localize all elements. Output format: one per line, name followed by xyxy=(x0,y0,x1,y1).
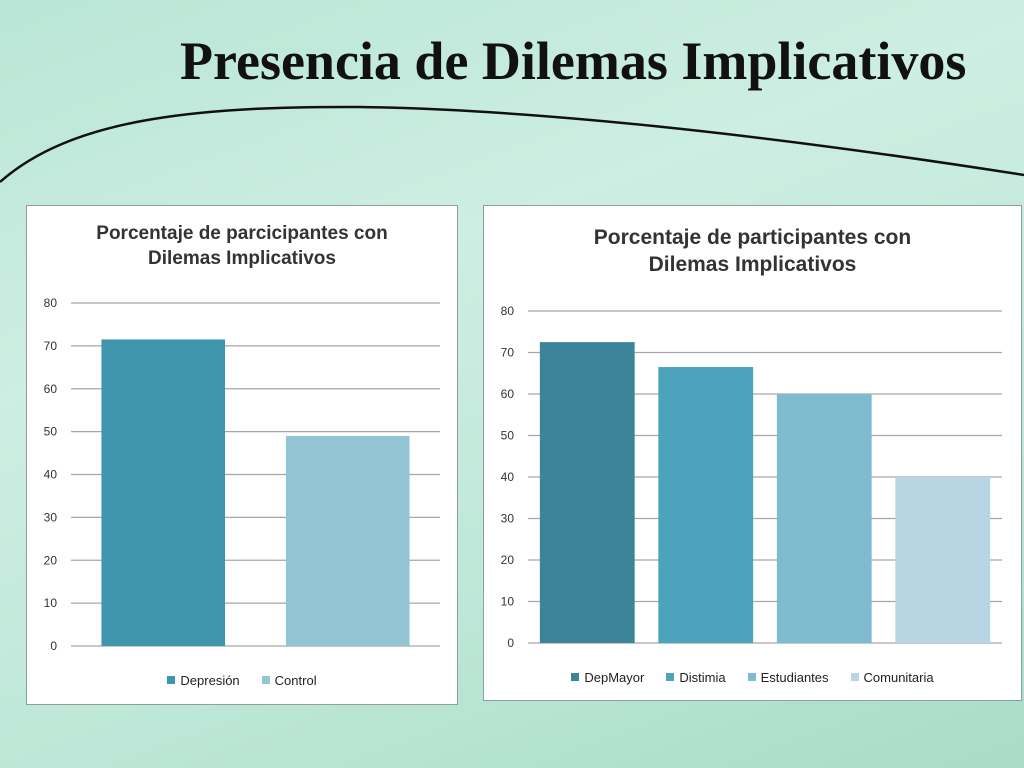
y-tick-label: 30 xyxy=(501,512,515,526)
chart-title-line-1: Porcentaje de participantes con xyxy=(593,226,912,249)
y-tick-label: 40 xyxy=(44,468,58,482)
y-tick-label: 0 xyxy=(507,636,514,650)
legend-swatch xyxy=(850,673,859,681)
y-tick-label: 40 xyxy=(501,470,515,484)
legend-item: DepMayor xyxy=(571,670,644,685)
bar-control xyxy=(285,435,410,646)
bar-chart-1: 0 10 20 30 40 50 60 70 80 xyxy=(44,296,440,653)
legend-item: Distimia xyxy=(666,670,726,685)
chart-title-line-1: Porcentaje de parcicipantes con xyxy=(96,223,388,244)
legend-label: Estudiantes xyxy=(760,670,829,685)
chart-title: Porcentaje de participantes con Dilemas … xyxy=(484,224,1021,279)
slide-title: Presencia de Dilemas Implicativos xyxy=(180,31,967,91)
chart-title-line-2: Dilemas Implicativos xyxy=(648,253,857,277)
chart-legend: Depresión Control xyxy=(27,673,457,688)
legend-item: Control xyxy=(261,673,317,688)
bar-chart-2: 0 10 20 30 40 50 60 70 80 xyxy=(501,304,1002,650)
y-tick-label: 80 xyxy=(44,296,58,310)
y-tick-label: 0 xyxy=(50,639,57,653)
legend-item: Depresión xyxy=(167,673,240,688)
y-tick-label: 30 xyxy=(44,510,58,524)
y-tick-label: 20 xyxy=(501,553,515,567)
legend-label: DepMayor xyxy=(584,670,645,685)
legend-label: Distimia xyxy=(679,670,726,685)
legend-swatch xyxy=(571,673,580,681)
chart-title-line-2: Dilemas Implicativos xyxy=(148,247,336,269)
y-tick-label: 10 xyxy=(44,596,58,610)
legend-swatch xyxy=(666,673,675,681)
y-tick-label: 50 xyxy=(44,425,58,439)
legend-label: Depresión xyxy=(180,673,240,688)
chart-title: Porcentaje de parcicipantes con Dilemas … xyxy=(27,222,457,271)
y-tick-label: 60 xyxy=(44,382,58,396)
y-tick-label: 60 xyxy=(501,387,515,401)
legend-label: Comunitaria xyxy=(863,670,934,685)
chart-legend: DepMayor Distimia Estudiantes Comunitaria xyxy=(484,670,1021,685)
legend-item: Comunitaria xyxy=(850,670,934,685)
bar-estudiantes xyxy=(776,394,872,643)
chart-panel-grupos: Porcentaje de participantes con Dilemas … xyxy=(483,205,1022,701)
legend-label: Control xyxy=(274,673,317,688)
y-tick-label: 70 xyxy=(44,339,58,353)
y-tick-label: 80 xyxy=(501,304,515,318)
legend-swatch xyxy=(747,673,756,681)
bar-depresi-n xyxy=(101,339,226,646)
bar-comunitaria xyxy=(895,477,991,643)
y-tick-label: 20 xyxy=(44,553,58,567)
chart-panel-depresion-control: Porcentaje de parcicipantes con Dilemas … xyxy=(26,205,458,705)
y-tick-label: 70 xyxy=(501,346,515,360)
y-tick-label: 50 xyxy=(501,429,515,443)
legend-item: Estudiantes xyxy=(747,670,829,685)
bar-depmayor xyxy=(539,342,635,643)
legend-swatch xyxy=(167,676,176,684)
y-tick-label: 10 xyxy=(501,595,515,609)
bar-distimia xyxy=(658,367,754,643)
legend-swatch xyxy=(261,676,270,684)
